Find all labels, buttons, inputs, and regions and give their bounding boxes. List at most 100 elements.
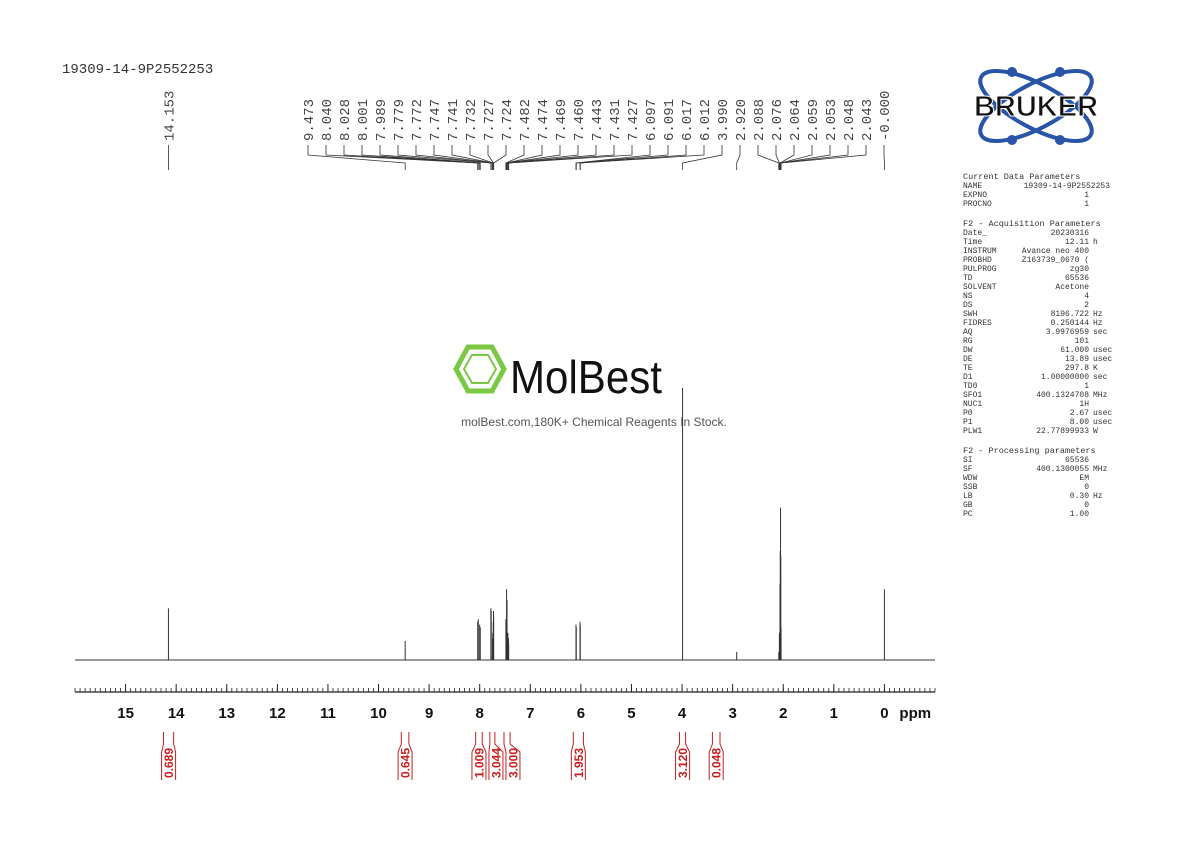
param-key: WDW [963,474,978,483]
param-value: 0.30 [1070,492,1089,501]
logo-orbit [978,69,1094,143]
integral-bracket [708,732,724,780]
param-unit: usec [1093,355,1112,364]
integral-label: 3.044 [489,748,503,778]
peak-label: 6.012 [698,99,714,141]
peak-label: 8.040 [320,99,336,141]
peak-label: 2.920 [734,99,750,141]
watermark: MolBest molBest.com,180K+ Chemical Reage… [453,344,727,429]
param-unit: MHz [1093,465,1108,474]
peak-leader [508,145,633,170]
x-tick-label: 4 [678,705,687,722]
param-unit: Hz [1093,319,1103,328]
peak-leader [682,145,723,170]
param-unit: usec [1093,409,1112,418]
param-section-title: Current Data Parameters [963,172,1080,182]
peak-label: 3.990 [716,99,732,141]
integral-label: 3.000 [506,748,520,778]
watermark-icon [453,344,507,394]
param-key: SI [963,456,973,465]
x-tick-label: 1 [830,705,838,722]
param-value: 65536 [1065,274,1089,283]
param-value: 1 [1084,382,1089,391]
param-value: 20230316 [1051,229,1090,238]
param-value: 0 [1084,501,1089,510]
logo-text: BRUKER [974,91,1098,123]
param-key: AQ [963,328,973,337]
param-unit: sec [1093,328,1108,337]
peak-leader [361,145,481,170]
param-value: 2.67 [1070,409,1089,418]
param-value: 400.1324708 [1036,391,1089,400]
integral-bracket [488,732,504,780]
param-key: PC [963,510,973,519]
param-key: P1 [963,418,973,427]
logo-dot [1007,67,1017,77]
peak-leader [506,145,579,170]
peak-label: 8.001 [356,99,372,141]
peak-label: 2.076 [770,99,786,141]
x-tick-label: 14 [168,705,185,722]
x-tick-label: 10 [370,705,387,722]
integral-label: 1.953 [572,748,586,778]
param-value: 2 [1084,301,1089,310]
x-tick-label: 13 [218,705,235,722]
param-value: 4 [1084,292,1089,301]
sample-name: 19309-14-9P2552253 [62,62,213,78]
peak-label: 7.460 [572,99,588,141]
peak-label: 8.028 [338,99,354,141]
watermark-icon [462,354,498,384]
integral-label: 0.048 [710,748,724,778]
peak-leader [415,145,492,170]
peak-label: 2.064 [788,99,804,141]
peak-label: 6.017 [680,99,696,141]
param-value: 13.89 [1065,355,1089,364]
peak-label: 7.724 [500,99,516,141]
param-key: SFO1 [963,391,982,400]
peak-leader [579,145,705,170]
bruker-logo: BRUKER [973,67,1099,145]
param-unit: h [1093,238,1098,247]
param-key: PULPROG [963,265,997,274]
peak-leader [493,145,507,170]
param-key: INSTRUM [963,247,997,256]
param-value: 8.00 [1070,418,1089,427]
peak-leader [451,145,494,170]
peak-label: 7.431 [608,99,624,141]
param-key: PROBHD [963,256,992,265]
x-tick-label: 5 [627,705,635,722]
param-key: DS [963,301,973,310]
peak-label: 7.474 [536,99,552,141]
param-value: 65536 [1065,456,1089,465]
logo-dot [1007,135,1017,145]
peak-label: 7.732 [464,99,480,141]
logo-dot [1055,67,1065,77]
param-unit: Hz [1093,310,1103,319]
x-tick-label: 9 [425,705,433,722]
peak-label: 2.088 [752,99,768,141]
param-value: 61.000 [1060,346,1089,355]
param-key: SSB [963,483,978,492]
peak-leader [757,145,780,170]
param-value: Avance neo 400 [1022,247,1089,256]
peak-label: 7.741 [446,99,462,141]
peak-label: 7.779 [392,99,408,141]
param-value: 3.9976959 [1046,328,1089,337]
x-tick-label: 6 [577,705,585,722]
x-tick-label: 3 [728,705,736,722]
param-key: TD0 [963,382,978,391]
integral-label: 0.645 [399,748,413,778]
param-key: SF [963,465,973,474]
param-key: DW [963,346,973,355]
param-key: NAME [963,182,982,191]
param-key: SOLVENT [963,283,997,292]
param-value: 0.250144 [1051,319,1090,328]
peak-label: 2.048 [842,99,858,141]
peak-leader [736,145,741,170]
integral-label: 1.009 [472,748,486,778]
param-unit: W [1093,427,1098,436]
param-section-title: F2 - Acquisition Parameters [963,219,1101,229]
integral-label: 0.689 [162,748,176,778]
x-tick-label: 11 [320,705,336,722]
